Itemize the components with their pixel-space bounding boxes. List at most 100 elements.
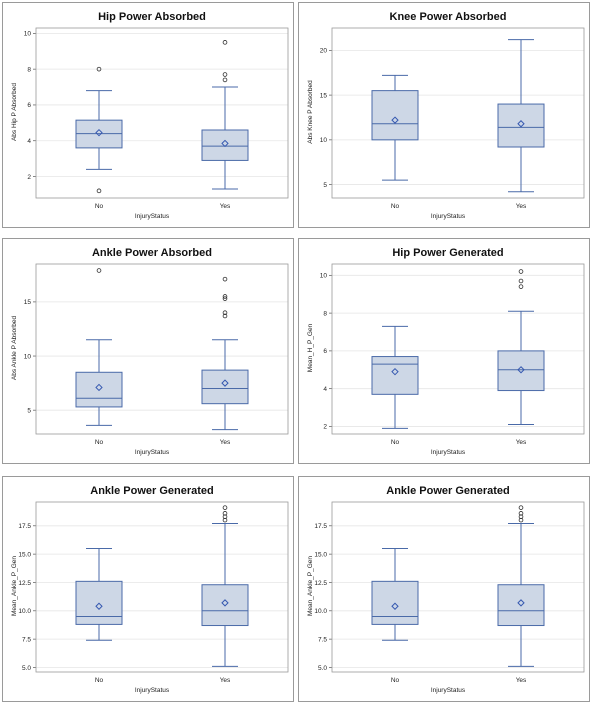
outlier-point — [222, 310, 228, 316]
y-tick-label: 12.5 — [314, 580, 327, 587]
outlier-point — [222, 313, 228, 319]
outlier-point — [96, 188, 102, 194]
y-tick-label: 10.0 — [18, 608, 31, 615]
y-tick-label: 10 — [24, 353, 32, 360]
plot-frame — [331, 27, 585, 199]
y-tick-label: 17.5 — [314, 523, 327, 530]
panel-frame — [2, 238, 294, 464]
mean-marker — [517, 366, 525, 374]
x-axis-label: InjuryStatus — [135, 213, 170, 220]
outlier-point — [96, 66, 102, 72]
x-axis-label: InjuryStatus — [431, 213, 466, 220]
x-axis-label: InjuryStatus — [431, 687, 466, 694]
plot-frame — [35, 501, 289, 673]
outlier-point — [518, 505, 524, 510]
mean-marker — [391, 116, 399, 124]
x-tick-label: Yes — [516, 677, 527, 684]
outlier-point — [518, 278, 524, 284]
y-tick-label: 8 — [323, 310, 327, 317]
y-tick-label: 2 — [323, 424, 327, 431]
outlier-point — [222, 514, 228, 520]
y-axis-label: Mean_H_P_Gen — [307, 323, 314, 372]
y-axis-label: Abs Knee P Absorbed — [307, 80, 314, 144]
chart-title: Hip Power Generated — [392, 247, 503, 259]
chart-svg: Ankle Power Generated Mean_Ankle_P_Gen I… — [2, 476, 294, 702]
x-tick-label: Yes — [220, 677, 231, 684]
panel-frame — [298, 2, 590, 228]
chart-panel-ankle-power-generated-right: Ankle Power Generated Mean_Ankle_P_Gen I… — [298, 476, 590, 702]
iqr-box — [497, 584, 545, 627]
outlier-point — [222, 294, 228, 299]
y-tick-label: 15 — [24, 299, 32, 306]
mean-marker — [517, 599, 525, 607]
outlier-point — [518, 269, 524, 274]
x-axis-label: InjuryStatus — [135, 687, 170, 694]
iqr-box — [201, 129, 249, 161]
y-tick-label: 10.0 — [314, 608, 327, 615]
iqr-box — [497, 103, 545, 148]
x-tick-label: Yes — [516, 203, 527, 210]
y-tick-label: 8 — [27, 66, 31, 73]
y-tick-label: 12.5 — [18, 580, 31, 587]
iqr-box — [75, 371, 123, 408]
y-tick-label: 20 — [320, 48, 328, 55]
plot-frame — [35, 263, 289, 435]
mean-marker — [221, 139, 229, 148]
outlier-point — [222, 505, 228, 510]
iqr-box — [201, 584, 249, 627]
x-axis-label: InjuryStatus — [431, 449, 466, 456]
y-tick-label: 6 — [323, 348, 327, 355]
chart-panel-hip-power-absorbed: Hip Power Absorbed Abs Hip P Absorbed In… — [2, 2, 294, 228]
y-tick-label: 5 — [323, 182, 327, 189]
chart-panel-knee-power-absorbed: Knee Power Absorbed Abs Knee P Absorbed … — [298, 2, 590, 228]
panel-frame — [2, 2, 294, 228]
iqr-box — [201, 369, 249, 405]
chart-panel-hip-power-generated: Hip Power Generated Mean_H_P_Gen InjuryS… — [298, 238, 590, 464]
y-tick-label: 10 — [24, 31, 32, 38]
plot-frame — [331, 263, 585, 435]
mean-marker — [517, 120, 525, 128]
x-axis-label: InjuryStatus — [135, 449, 170, 456]
chart-svg: Ankle Power Absorbed Abs Ankle P Absorbe… — [2, 238, 294, 464]
y-tick-label: 7.5 — [318, 636, 327, 643]
mean-marker — [95, 128, 103, 137]
x-tick-label: No — [391, 677, 400, 684]
outlier-point — [222, 511, 228, 516]
y-tick-label: 10 — [320, 137, 328, 144]
iqr-box — [497, 350, 545, 392]
mean-marker — [391, 367, 399, 376]
mean-marker — [95, 383, 103, 392]
x-tick-label: Yes — [516, 439, 527, 446]
outlier-point — [518, 514, 524, 520]
y-tick-label: 7.5 — [22, 636, 31, 643]
y-tick-label: 15.0 — [314, 551, 327, 558]
chart-panel-ankle-power-generated-left: Ankle Power Generated Mean_Ankle_P_Gen I… — [2, 476, 294, 702]
y-tick-label: 6 — [27, 102, 31, 109]
x-tick-label: No — [95, 439, 104, 446]
iqr-box — [371, 90, 419, 141]
x-tick-label: Yes — [220, 203, 231, 210]
x-tick-label: No — [95, 203, 104, 210]
mean-marker — [95, 602, 103, 610]
mean-marker — [221, 379, 229, 387]
outlier-point — [222, 40, 228, 45]
y-axis-label: Mean_Ankle_P_Gen — [11, 556, 18, 616]
x-tick-label: Yes — [220, 439, 231, 446]
chart-svg: Hip Power Generated Mean_H_P_Gen InjuryS… — [298, 238, 590, 464]
iqr-box — [371, 356, 419, 395]
chart-title: Ankle Power Absorbed — [92, 247, 212, 259]
chart-svg: Hip Power Absorbed Abs Hip P Absorbed In… — [2, 2, 294, 228]
outlier-point — [518, 284, 524, 289]
y-tick-label: 15 — [320, 92, 328, 99]
outlier-point — [96, 268, 102, 273]
y-tick-label: 4 — [323, 386, 327, 393]
x-tick-label: No — [391, 439, 400, 446]
y-axis-label: Abs Ankle P Absorbed — [11, 316, 18, 381]
chart-panel-ankle-power-absorbed: Ankle Power Absorbed Abs Ankle P Absorbe… — [2, 238, 294, 464]
y-tick-label: 15.0 — [18, 551, 31, 558]
outlier-point — [222, 72, 228, 77]
plot-frame — [331, 501, 585, 673]
chart-svg: Ankle Power Generated Mean_Ankle_P_Gen I… — [298, 476, 590, 702]
chart-title: Knee Power Absorbed — [390, 11, 507, 23]
x-tick-label: No — [95, 677, 104, 684]
